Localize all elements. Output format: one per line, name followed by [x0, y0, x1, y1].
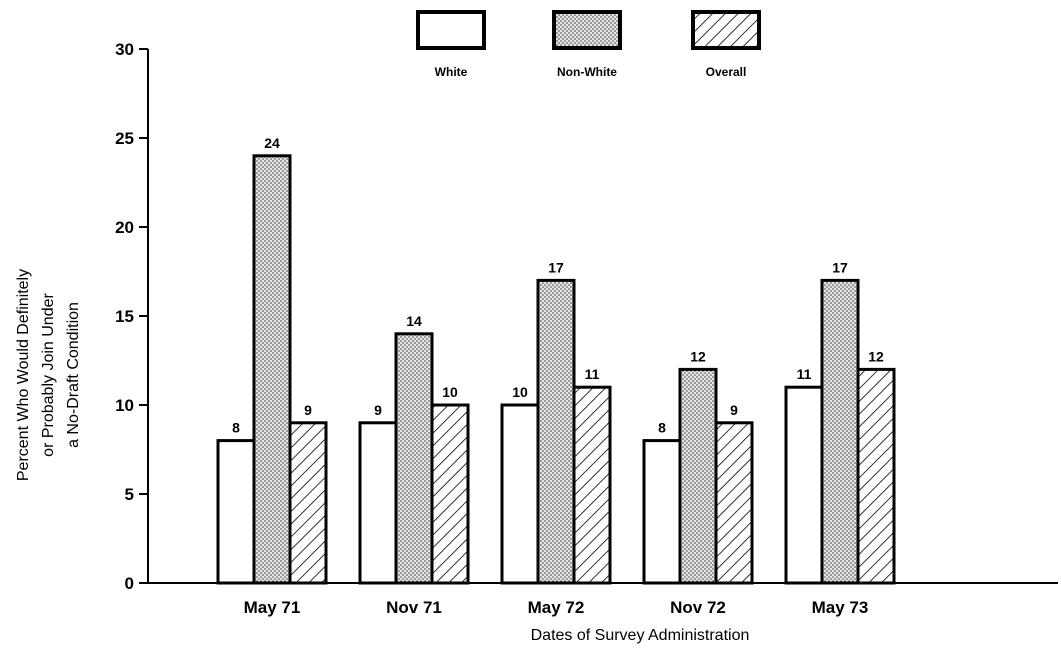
bar-white-nov-71: [358, 421, 398, 585]
bar-non-white-nov-72: [678, 367, 718, 585]
y-tick-label: 30: [115, 40, 134, 59]
legend-swatch-non-white: [552, 10, 622, 50]
bar-group-nov-71: 9 14 10: [358, 313, 470, 585]
x-tick-label-may-71: May 71: [244, 598, 301, 617]
x-tick-label-nov-72: Nov 72: [670, 598, 726, 617]
data-label-overall-nov-72: 9: [730, 402, 738, 418]
bar-group-may-72: 10 17 11: [500, 259, 612, 585]
bar-white-may-71: [216, 439, 256, 585]
data-label-white-may-72: 10: [512, 384, 528, 400]
legend-swatch-white: [416, 10, 486, 50]
data-label-non-white-nov-72: 12: [690, 348, 706, 364]
data-label-non-white-nov-71: 14: [406, 313, 422, 329]
bar-white-may-73: [784, 385, 824, 585]
y-tick-label: 15: [115, 307, 134, 326]
legend: White Non-White Overall: [416, 10, 761, 79]
x-tick-label-may-73: May 73: [812, 598, 869, 617]
legend-swatch-overall: [691, 10, 761, 50]
data-label-non-white-may-71: 24: [264, 135, 280, 151]
data-label-white-may-73: 11: [797, 366, 812, 382]
x-tick-label-nov-71: Nov 71: [386, 598, 442, 617]
data-label-overall-may-71: 9: [304, 402, 312, 418]
y-axis-title: Percent Who Would Definitely or Probably…: [15, 269, 82, 481]
bar-overall-may-71: [288, 421, 328, 585]
data-label-non-white-may-72: 17: [548, 259, 564, 275]
bar-overall-nov-72: [714, 421, 754, 585]
data-label-overall-may-73: 12: [868, 348, 884, 364]
bar-white-nov-72: [642, 439, 682, 585]
x-axis: May 71 Nov 71 May 72 Nov 72 May 73: [148, 582, 1058, 617]
bar-non-white-may-71: [252, 154, 292, 585]
bars: 8 24 9 9 14 10 10 17 11 8 12 9 11 17 12: [216, 135, 896, 585]
legend-item-non-white: Non-White: [552, 10, 622, 79]
bar-non-white-may-72: [536, 278, 576, 585]
y-axis-title-line-3: a No-Draft Condition: [65, 302, 82, 448]
legend-label-white: White: [435, 65, 468, 79]
bar-overall-nov-71: [430, 403, 470, 585]
bar-overall-may-73: [856, 367, 896, 585]
bar-overall-may-72: [572, 385, 612, 585]
y-tick-label: 25: [115, 129, 134, 148]
bar-non-white-may-73: [820, 278, 860, 585]
y-axis: 0 5 10 15 20 25 30: [115, 40, 149, 593]
data-label-white-nov-71: 9: [374, 402, 382, 418]
data-label-non-white-may-73: 17: [832, 259, 848, 275]
bar-group-may-71: 8 24 9: [216, 135, 328, 585]
y-axis-title-line-1: Percent Who Would Definitely: [15, 269, 32, 481]
data-label-white-nov-72: 8: [658, 420, 666, 436]
y-tick-label: 20: [115, 218, 134, 237]
data-label-overall-nov-71: 10: [442, 384, 458, 400]
legend-label-overall: Overall: [706, 65, 747, 79]
y-axis-title-line-2: or Probably Join Under: [40, 293, 57, 457]
legend-item-white: White: [416, 10, 486, 79]
x-axis-title: Dates of Survey Administration: [531, 627, 750, 644]
y-tick-label: 0: [125, 574, 134, 593]
data-label-white-may-71: 8: [232, 420, 240, 436]
legend-label-non-white: Non-White: [557, 65, 617, 79]
bar-group-may-73: 11 17 12: [784, 259, 896, 585]
data-label-overall-may-72: 11: [585, 366, 600, 382]
y-tick-label: 5: [125, 485, 134, 504]
bar-non-white-nov-71: [394, 332, 434, 585]
bar-group-nov-72: 8 12 9: [642, 348, 754, 585]
x-tick-label-may-72: May 72: [528, 598, 585, 617]
y-tick-label: 10: [115, 396, 134, 415]
legend-item-overall: Overall: [691, 10, 761, 79]
bar-white-may-72: [500, 403, 540, 585]
